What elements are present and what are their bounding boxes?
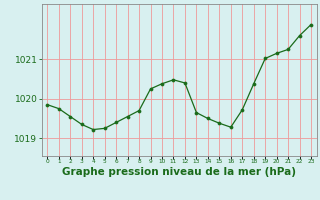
X-axis label: Graphe pression niveau de la mer (hPa): Graphe pression niveau de la mer (hPa) bbox=[62, 167, 296, 177]
